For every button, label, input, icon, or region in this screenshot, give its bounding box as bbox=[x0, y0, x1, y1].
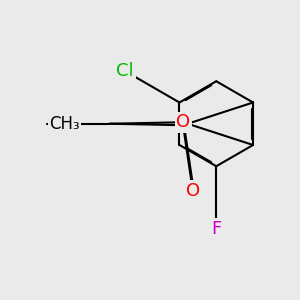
Text: O: O bbox=[176, 113, 190, 131]
Text: Cl: Cl bbox=[116, 62, 134, 80]
Text: F: F bbox=[211, 220, 221, 238]
Text: CH₃: CH₃ bbox=[49, 115, 80, 133]
Text: O: O bbox=[186, 182, 200, 200]
